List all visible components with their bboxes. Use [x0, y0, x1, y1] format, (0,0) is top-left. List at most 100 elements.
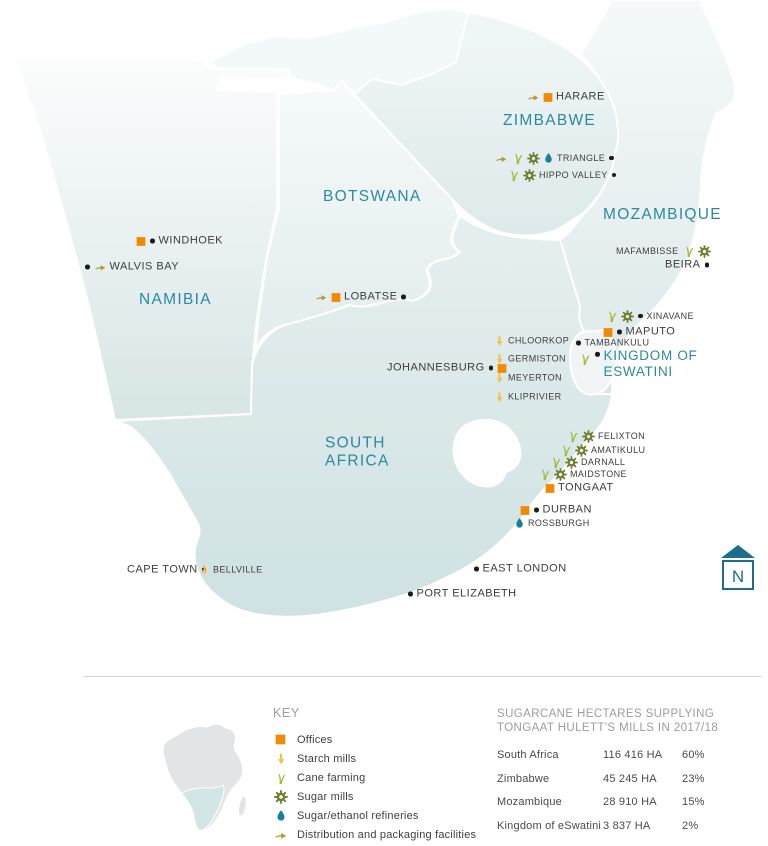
cane-icon — [566, 429, 579, 443]
label-kliprivier: KLIPRIVIER — [508, 391, 562, 402]
marker-cape-town: CAPE TOWN — [127, 564, 207, 576]
marker-amatikulu: AMATIKULU — [559, 443, 645, 457]
legend-item: Sugar mills — [273, 787, 476, 806]
marker-botswana-label: BOTSWANA — [323, 188, 422, 206]
row-country: South Africa — [497, 749, 559, 761]
label-darnall: DARNALL — [581, 456, 626, 467]
marker-darnall: DARNALL — [549, 455, 625, 469]
city-dot — [704, 262, 710, 268]
label-namibia-label: NAMIBIA — [139, 290, 212, 308]
office-icon — [273, 734, 288, 745]
marker-beira: BEIRA — [665, 259, 710, 271]
marker-maidstone: MAIDSTONE — [538, 467, 627, 481]
marker-tambankulu: TAMBANKULU — [575, 338, 649, 348]
row-percent: 23% — [682, 772, 705, 785]
country-shape-eswatini — [569, 329, 617, 396]
city-dot — [609, 155, 614, 161]
label-harare: HARARE — [556, 90, 605, 103]
marker-east-london: EAST LONDON — [473, 562, 567, 575]
city-dot — [474, 566, 479, 572]
marker-hippo-valley: HIPPO VALLEY — [507, 168, 617, 182]
north-letter: N — [732, 567, 744, 586]
table-row: Zimbabwe 45 245 HA 23% — [497, 773, 765, 785]
label-bellville: BELLVILLE — [213, 564, 263, 575]
office-icon — [331, 292, 341, 302]
city-dot — [150, 238, 155, 244]
marker-harare: HARARE — [527, 90, 605, 103]
row-country: Mozambique — [497, 796, 562, 808]
distribution-icon — [273, 829, 288, 841]
sugar-icon — [523, 169, 536, 182]
legend-item: Distribution and packaging facilities — [273, 825, 476, 844]
city-dot — [638, 313, 643, 319]
sugar-icon — [554, 468, 567, 481]
office-icon — [545, 483, 555, 493]
marker-zimbabwe-label: ZIMBABWE — [503, 112, 596, 130]
row-percent: 2% — [682, 819, 699, 832]
legend-title: KEY — [273, 706, 300, 720]
city-dot — [401, 294, 406, 300]
label-meyerton: MEYERTON — [508, 372, 562, 383]
legend-item: Cane farming — [273, 768, 476, 787]
city-dot — [576, 340, 581, 346]
row-percent: 15% — [682, 796, 705, 808]
sugar-icon — [527, 152, 540, 165]
starch-icon — [494, 335, 505, 348]
starch-icon — [199, 564, 210, 577]
marker-maputo: MAPUTO — [603, 325, 676, 338]
marker-walvis-bay: WALVIS BAY — [84, 260, 180, 273]
label-germiston: GERMISTON — [508, 353, 566, 364]
refinery-icon — [543, 152, 554, 164]
cane-icon — [682, 244, 695, 258]
refinery-icon — [273, 809, 288, 822]
cane-farming-icon — [273, 771, 288, 785]
label-mozambique-label: MOZAMBIQUE — [603, 205, 722, 223]
cane-icon — [507, 168, 520, 182]
sugar-icon — [698, 245, 711, 258]
map-area: HARARE ZIMBABWE TRIANGLE HIPPO VALLEY MOZAMB… — [13, 0, 755, 618]
label-maputo: MAPUTO — [625, 325, 676, 338]
label-zimbabwe-label: ZIMBABWE — [503, 111, 597, 129]
label-xinavane: XINAVANE — [646, 310, 694, 321]
marker-lobatse: LOBATSE — [315, 291, 407, 303]
legend-item: Starch mills — [273, 749, 476, 768]
label-durban: DURBAN — [542, 503, 592, 516]
row-hectares: 45 245 HA — [603, 772, 657, 785]
distribution-icon — [495, 153, 508, 164]
marker-mozambique-label: MOZAMBIQUE — [603, 206, 722, 224]
table-row: South Africa 116 416 HA 60% — [497, 749, 765, 761]
marker-namibia-label: NAMIBIA — [139, 291, 212, 309]
country-shape-namibia — [13, 56, 291, 421]
starch-icon — [494, 372, 505, 385]
label-felixton: FELIXTON — [598, 430, 646, 441]
country-shape-zimbabwe — [353, 12, 620, 237]
marker-meyerton: MEYERTON — [494, 372, 562, 385]
city-dot — [488, 365, 494, 371]
starch-icon — [494, 391, 505, 404]
marker-port-elizabeth: PORT ELIZABETH — [407, 587, 517, 600]
label-kingdom-of-eswatini-label: KINGDOM OF ESWATINI — [603, 347, 698, 379]
table-row: Mozambique 28 910 HA 15% — [497, 796, 765, 808]
table-row: Kingdom of eSwatini 3 837 HA 2% — [497, 820, 765, 832]
marker-germiston: GERMISTON — [494, 353, 566, 366]
label-port-elizabeth: PORT ELIZABETH — [416, 587, 517, 600]
cane-icon — [605, 309, 618, 323]
label-walvis-bay: WALVIS BAY — [109, 260, 180, 273]
label-botswana-label: BOTSWANA — [323, 187, 422, 205]
row-country: Zimbabwe — [497, 772, 550, 785]
label-windhoek: WINDHOEK — [158, 234, 223, 247]
city-dot — [85, 264, 90, 270]
cane-icon — [538, 467, 551, 481]
city-dot — [611, 172, 617, 178]
label-tongaat: TONGAAT — [558, 481, 614, 494]
label-east-london: EAST LONDON — [482, 562, 567, 575]
marker-felixton: FELIXTON — [566, 429, 645, 443]
marker-mafambisse: MAFAMBISSE — [616, 244, 711, 258]
office-icon — [603, 327, 613, 337]
marker-kingdom-of-eswatini-label: KINGDOM OF ESWATINI — [578, 348, 698, 380]
label-amatikulu: AMATIKULU — [591, 444, 646, 455]
africa-madagascar — [237, 794, 247, 817]
sugar-icon — [582, 430, 595, 443]
marker-chloorkop: CHLOORKOP — [494, 335, 569, 348]
row-hectares: 3 837 HA — [603, 819, 651, 832]
